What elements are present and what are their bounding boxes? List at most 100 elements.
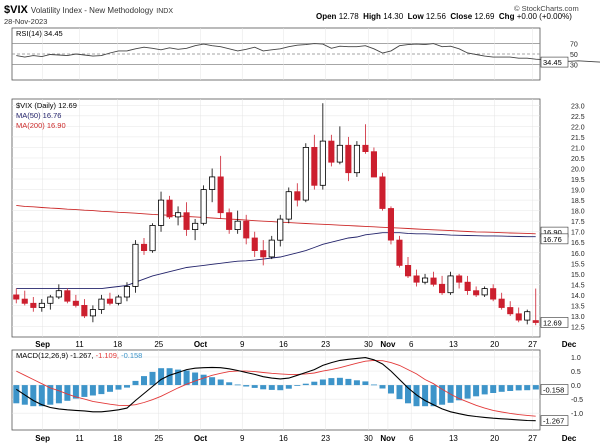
candle-up (209, 176, 216, 190)
close-label: Close (450, 12, 473, 21)
exchange: INDX (156, 8, 174, 15)
macd-y-tick: 0.5 (571, 369, 581, 376)
macd-histogram-bar (89, 385, 96, 396)
macd-histogram-bar (413, 385, 420, 407)
candle-up (447, 275, 454, 294)
price-x-tick: Nov (380, 340, 396, 349)
candle-up (234, 220, 241, 230)
price-y-tick: 14.5 (571, 282, 585, 289)
macd-label-part: -1.267, (68, 351, 93, 360)
candle-down (473, 290, 480, 296)
macd-x-tick: Sep (35, 434, 50, 443)
macd-histogram-bar (285, 385, 292, 389)
macd-histogram-bar (396, 385, 403, 400)
macd-histogram-bar (515, 385, 522, 391)
price-y-tick: 19.0 (571, 188, 585, 195)
candle-down (498, 298, 505, 308)
candle-up (481, 288, 488, 296)
price-y-tick: 20.5 (571, 156, 585, 163)
high-value: 14.30 (383, 12, 404, 21)
macd-x-tick: 16 (279, 434, 288, 443)
macd-histogram-bar (107, 385, 113, 392)
rsi-panel (11, 27, 541, 81)
macd-x-tick: Nov (380, 434, 396, 443)
candle-down (515, 313, 522, 321)
candle-up (38, 302, 45, 308)
candle-down (166, 199, 173, 218)
candle-up (319, 140, 326, 186)
macd-histogram-bar (473, 385, 480, 397)
macd-x-tick: 11 (75, 434, 84, 443)
macd-histogram-bar (371, 384, 377, 386)
macd-histogram-bar (200, 374, 207, 386)
candle-down (345, 144, 352, 174)
price-y-tick: 14.0 (571, 293, 585, 300)
candle-down (260, 250, 267, 258)
macd-histogram-bar (47, 385, 54, 405)
rsi-line (16, 43, 600, 63)
low-label: Low (407, 12, 424, 21)
candle-down (72, 300, 79, 306)
macd-histogram-bar (268, 385, 275, 390)
candle-up (353, 144, 360, 174)
macd-histogram-bar (166, 368, 173, 385)
candle-down (140, 243, 148, 252)
candle-up (268, 239, 275, 258)
price-x-tick: 30 (364, 340, 373, 349)
ma200-label: MA(200) 16.90 (16, 121, 66, 130)
macd-label-part: MACD(12,26,9) (16, 351, 69, 360)
macd-label: MACD(12,26,9) -1.267, -1.109, -0.158 (16, 351, 142, 360)
macd-histogram-bar (328, 378, 335, 386)
price-y-tick: 12.5 (571, 324, 585, 331)
price-y-tick: 21.5 (571, 135, 585, 142)
macd-signal-line (16, 359, 536, 417)
price-x-tick: 27 (528, 340, 537, 349)
candle-down (438, 283, 446, 294)
candle-down (379, 176, 386, 209)
candle-up (89, 309, 97, 317)
candle-down (328, 140, 335, 163)
chg-value: +0.00 (+0.00%) (516, 12, 572, 21)
candle-up (174, 212, 182, 218)
candle-down (490, 288, 497, 300)
macd-histogram-bar (234, 384, 241, 386)
macd-histogram-bar (13, 385, 20, 404)
close-current-value-box (540, 317, 569, 328)
candle-down (294, 191, 301, 201)
macd-line (15, 357, 536, 422)
macd-histogram-bar (55, 385, 62, 404)
price-y-tick: 18.5 (571, 198, 585, 205)
price-y-tick: 22.5 (571, 114, 585, 121)
candle-up (55, 290, 62, 298)
macd-x-tick: 18 (113, 434, 122, 443)
macd-histogram-bar (158, 368, 165, 385)
price-y-tick: 21.0 (571, 145, 585, 152)
price-y-tick: 15.5 (571, 261, 585, 268)
symbol: $VIX Volatility Index - New Methodology … (4, 4, 173, 16)
price-y-tick: 17.0 (571, 230, 585, 237)
macd-histogram-bar (498, 385, 505, 392)
candle-down (362, 144, 369, 153)
price-y-tick: 15.0 (571, 272, 585, 279)
candle-up (192, 222, 199, 231)
symbol-name: Volatility Index - New Methodology (30, 6, 154, 15)
candle-down (396, 239, 403, 266)
candle-up (123, 286, 131, 298)
candle-up (336, 144, 343, 163)
macd-x-tick: 30 (364, 434, 373, 443)
candle-down (13, 294, 20, 300)
macd-x-tick: Dec (562, 434, 577, 443)
macd-histogram-bar (277, 385, 284, 391)
ma50-current-value: 16.76 (543, 235, 562, 244)
ohlc-readout: Open 12.78 High 14.30 Low 12.56 Close 12… (316, 12, 572, 21)
price-panel (11, 98, 541, 338)
ma50-current-value-box (540, 233, 569, 245)
macd-histogram-bar (490, 385, 497, 393)
macd-histogram-bar (81, 385, 88, 397)
macd-histogram-bar (149, 371, 156, 386)
candle-down (456, 275, 463, 283)
candle-down (30, 302, 37, 308)
macd-histogram-bar (439, 385, 446, 405)
open-label: Open (316, 12, 337, 21)
